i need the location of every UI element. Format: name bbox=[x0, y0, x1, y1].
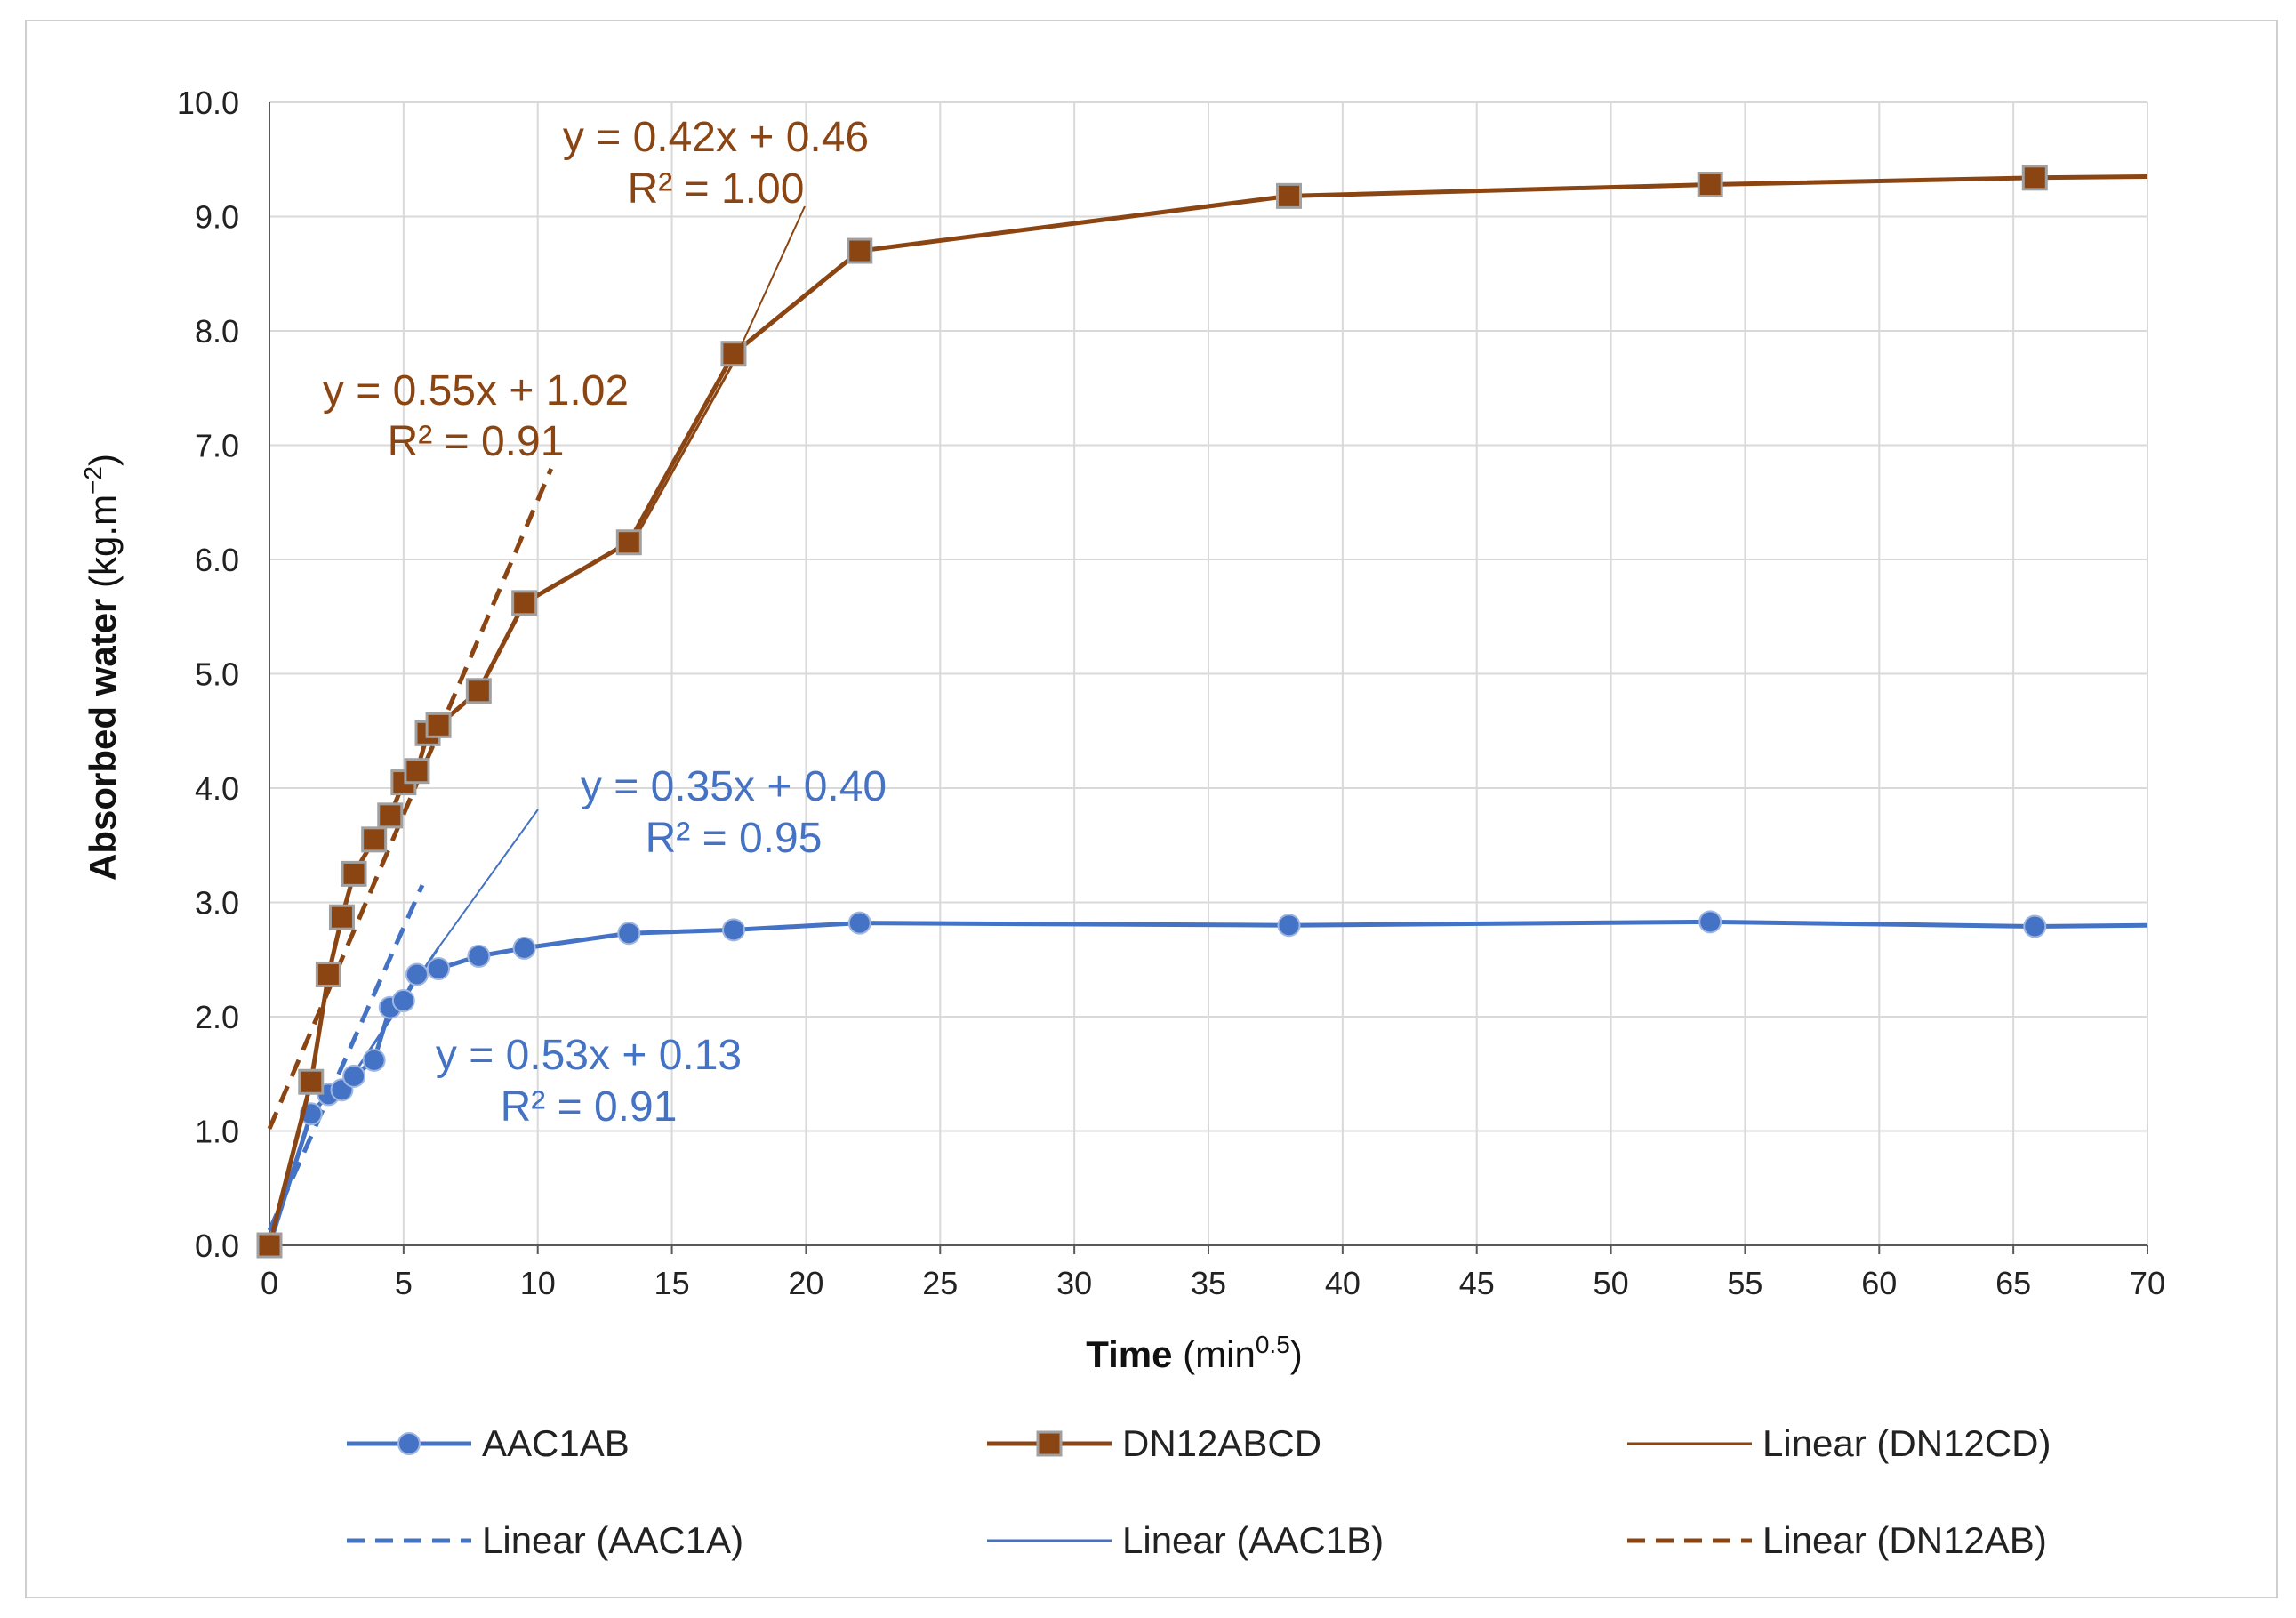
data-point-dn12abcd bbox=[315, 961, 341, 987]
x-tick-label: 40 bbox=[1325, 1265, 1361, 1301]
data-point-aac1ab bbox=[342, 1064, 366, 1088]
data-point-aac1ab bbox=[2023, 914, 2047, 938]
equation-text: y = 0.55x + 1.02 bbox=[323, 367, 629, 415]
trendline-linear-aac1a bbox=[267, 884, 425, 1232]
data-point-aac1ab bbox=[1698, 910, 1722, 934]
leader-line bbox=[438, 809, 539, 948]
y-tick-label: 0.0 bbox=[195, 1228, 239, 1264]
data-point-dn12abcd bbox=[465, 678, 492, 704]
legend-item-linear-aac1b: Linear (AAC1B) bbox=[987, 1519, 1384, 1561]
data-point-dn12abcd bbox=[1697, 172, 1723, 198]
x-tick-label: 20 bbox=[788, 1265, 823, 1301]
y-tick-label: 1.0 bbox=[195, 1114, 239, 1150]
legend-label: Linear (DN12AB) bbox=[1762, 1519, 2047, 1561]
data-point-aac1ab bbox=[617, 922, 641, 946]
x-tick-label: 35 bbox=[1191, 1265, 1226, 1301]
r-squared-text: R² = 1.00 bbox=[628, 165, 805, 213]
x-tick-label: 10 bbox=[520, 1265, 556, 1301]
y-axis-title: Absorbed water (kg.m−2) bbox=[79, 454, 124, 881]
data-point-dn12abcd bbox=[256, 1232, 283, 1259]
legend-label: Linear (AAC1B) bbox=[1122, 1519, 1384, 1561]
data-point-dn12abcd bbox=[361, 826, 388, 853]
data-point-aac1ab bbox=[427, 957, 451, 981]
x-tick-label: 30 bbox=[1056, 1265, 1092, 1301]
legend-item-linear-dn12cd: Linear (DN12CD) bbox=[1627, 1422, 2051, 1464]
trendline-linear-dn12cd bbox=[627, 361, 735, 551]
y-tick-label: 5.0 bbox=[195, 656, 239, 693]
y-tick-label: 7.0 bbox=[195, 428, 239, 464]
data-point-aac1ab bbox=[405, 962, 429, 986]
legend: AAC1AB DN12ABCD Linear (DN12CD) Linear (AAC… bbox=[347, 1422, 2051, 1561]
data-point-aac1ab bbox=[467, 944, 491, 968]
r-squared-text: R² = 0.91 bbox=[501, 1083, 678, 1131]
x-tick-label: 5 bbox=[395, 1265, 413, 1301]
equation-text: y = 0.35x + 0.40 bbox=[581, 763, 887, 810]
legend-item-linear-dn12ab: Linear (DN12AB) bbox=[1627, 1519, 2047, 1561]
legend-item-dn12abcd: DN12ABCD bbox=[987, 1422, 1321, 1464]
legend-marker-circle bbox=[397, 1432, 421, 1455]
data-point-dn12abcd bbox=[1276, 182, 1303, 209]
x-tick-label: 60 bbox=[1861, 1265, 1897, 1301]
r-squared-text: R² = 0.91 bbox=[388, 418, 565, 465]
data-point-dn12abcd bbox=[615, 529, 642, 556]
equation-label: y = 0.35x + 0.40 R² = 0.95 bbox=[438, 763, 887, 948]
data-point-aac1ab bbox=[847, 911, 871, 935]
y-tick-label: 2.0 bbox=[195, 999, 239, 1035]
y-tick-label: 10.0 bbox=[177, 85, 239, 121]
data-point-aac1ab bbox=[391, 989, 415, 1013]
x-tick-label: 65 bbox=[1995, 1265, 2031, 1301]
data-series bbox=[256, 165, 2148, 1259]
equation-text: y = 0.53x + 0.13 bbox=[436, 1032, 742, 1079]
data-point-dn12abcd bbox=[847, 237, 873, 264]
data-point-aac1ab bbox=[512, 936, 536, 960]
equation-text: y = 0.42x + 0.46 bbox=[563, 114, 869, 161]
legend-marker-square bbox=[1036, 1430, 1063, 1457]
legend-item-aac1ab: AAC1AB bbox=[347, 1422, 630, 1464]
y-tick-label: 3.0 bbox=[195, 885, 239, 922]
trendline-linear-dn12ab bbox=[267, 467, 554, 1130]
x-tick-label: 0 bbox=[261, 1265, 278, 1301]
leader-line bbox=[733, 205, 806, 363]
y-tick-label: 8.0 bbox=[195, 313, 239, 350]
data-point-dn12abcd bbox=[511, 590, 538, 616]
y-tick-label: 6.0 bbox=[195, 542, 239, 578]
x-tick-label: 15 bbox=[654, 1265, 690, 1301]
data-point-aac1ab bbox=[362, 1048, 386, 1072]
data-point-dn12abcd bbox=[377, 802, 404, 829]
data-point-dn12abcd bbox=[328, 904, 355, 930]
y-tick-label: 9.0 bbox=[195, 199, 239, 236]
legend-label: Linear (AAC1A) bbox=[482, 1519, 743, 1561]
x-axis-title: Time (min0.5) bbox=[1086, 1331, 1303, 1375]
axes: 0 5 10 15 20 25 30 35 40 45 50 55 60 65 70 0.0 1.0 2.0 3.0… bbox=[177, 85, 2165, 1301]
x-tick-label: 45 bbox=[1459, 1265, 1495, 1301]
legend-label: AAC1AB bbox=[482, 1422, 630, 1464]
data-point-dn12abcd bbox=[404, 758, 430, 785]
r-squared-text: R² = 0.95 bbox=[646, 815, 823, 862]
data-point-dn12abcd bbox=[341, 860, 367, 887]
data-point-dn12abcd bbox=[425, 712, 452, 738]
data-point-dn12abcd bbox=[298, 1068, 325, 1095]
x-tick-label: 70 bbox=[2130, 1265, 2165, 1301]
data-point-dn12abcd bbox=[2021, 165, 2048, 191]
legend-label: DN12ABCD bbox=[1122, 1422, 1321, 1464]
legend-item-linear-aac1a: Linear (AAC1A) bbox=[347, 1519, 743, 1561]
y-tick-label: 4.0 bbox=[195, 770, 239, 807]
data-point-aac1ab bbox=[1277, 914, 1301, 938]
x-tick-label: 55 bbox=[1727, 1265, 1762, 1301]
x-tick-label: 25 bbox=[922, 1265, 958, 1301]
x-tick-label: 50 bbox=[1594, 1265, 1629, 1301]
legend-label: Linear (DN12CD) bbox=[1762, 1422, 2051, 1464]
data-point-aac1ab bbox=[721, 918, 745, 942]
